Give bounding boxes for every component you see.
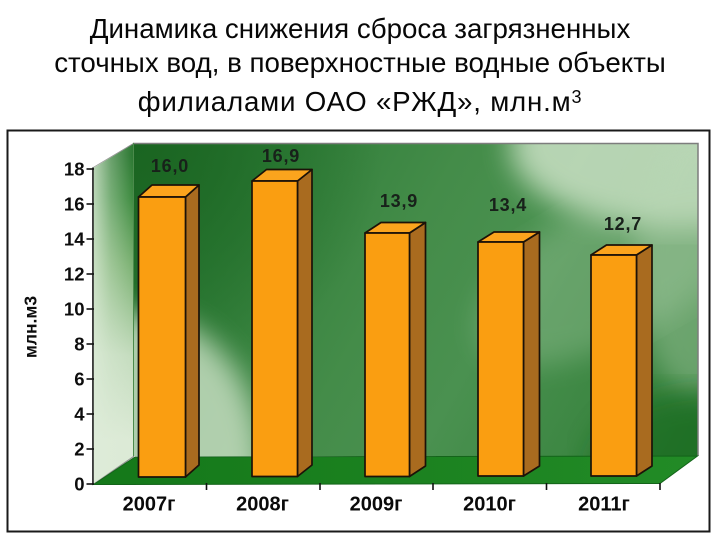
svg-text:2011г: 2011г — [578, 494, 630, 516]
svg-text:10: 10 — [64, 299, 85, 320]
svg-text:14: 14 — [64, 229, 85, 250]
svg-text:16: 16 — [64, 194, 85, 215]
svg-text:2007г: 2007г — [123, 494, 176, 516]
svg-text:млн.м3: млн.м3 — [21, 296, 41, 358]
svg-text:12: 12 — [64, 264, 85, 285]
svg-text:16,9: 16,9 — [262, 146, 300, 166]
svg-text:13,9: 13,9 — [380, 191, 418, 211]
svg-text:2008г: 2008г — [236, 494, 289, 516]
svg-text:8: 8 — [74, 334, 84, 355]
svg-text:2009г: 2009г — [350, 494, 403, 516]
svg-text:6: 6 — [74, 369, 84, 390]
svg-text:2: 2 — [74, 439, 84, 460]
svg-text:4: 4 — [74, 404, 85, 425]
svg-text:13,4: 13,4 — [489, 195, 527, 215]
svg-text:0: 0 — [74, 474, 84, 495]
svg-text:18: 18 — [64, 159, 85, 180]
svg-text:16,0: 16,0 — [151, 156, 189, 176]
svg-text:12,7: 12,7 — [604, 214, 642, 234]
svg-text:2010г: 2010г — [463, 494, 516, 516]
